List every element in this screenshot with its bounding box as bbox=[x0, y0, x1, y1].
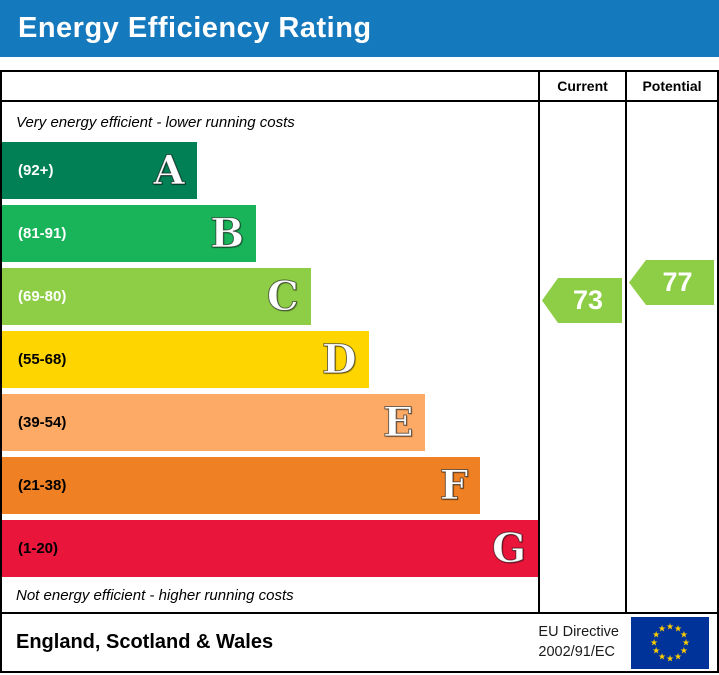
eu-star-icon: ★ bbox=[679, 629, 688, 639]
bottom-note: Not energy efficient - higher running co… bbox=[16, 587, 294, 604]
band-letter: A bbox=[153, 146, 185, 194]
eu-star-icon: ★ bbox=[681, 637, 691, 647]
band-range: (39-54) bbox=[18, 414, 67, 431]
band-c: (69-80) C bbox=[2, 268, 311, 325]
band-range: (69-80) bbox=[18, 288, 67, 305]
eu-star-icon: ★ bbox=[657, 623, 667, 634]
table-header: Current Potential bbox=[2, 72, 717, 102]
band-letter: D bbox=[321, 335, 357, 383]
eu-star-icon: ★ bbox=[665, 621, 675, 631]
band-range: (55-68) bbox=[18, 351, 67, 368]
band-b: (81-91) B bbox=[2, 205, 257, 262]
eu-star-icon: ★ bbox=[649, 637, 659, 647]
footer: England, Scotland & Wales EU Directive 2… bbox=[0, 614, 719, 673]
band-f: (21-38) F bbox=[2, 457, 481, 514]
current-arrow: 73 bbox=[542, 278, 622, 323]
band-letter: G bbox=[491, 524, 526, 572]
eu-flag-stars: ★ ★ ★ ★ ★ ★ ★ ★ ★ ★ ★ ★ bbox=[631, 617, 709, 669]
band-range: (81-91) bbox=[18, 225, 67, 242]
header-spacer bbox=[2, 72, 538, 100]
page-title: Energy Efficiency Rating bbox=[18, 12, 372, 44]
chart-body: Very energy efficient - lower running co… bbox=[2, 102, 717, 612]
eu-directive-line1: EU Directive bbox=[538, 623, 619, 640]
band-letter: B bbox=[210, 209, 245, 257]
bands-area: Very energy efficient - lower running co… bbox=[2, 102, 538, 612]
region-label: England, Scotland & Wales bbox=[16, 631, 274, 653]
eu-star-icon: ★ bbox=[665, 653, 675, 663]
column-header-current: Current bbox=[538, 72, 625, 100]
eu-star-icon: ★ bbox=[679, 645, 688, 655]
band-a: (92+) A bbox=[2, 142, 197, 199]
eu-directive: EU Directive 2002/91/EC bbox=[538, 623, 619, 662]
potential-arrow: 77 bbox=[629, 260, 714, 305]
band-range: (92+) bbox=[18, 162, 54, 179]
potential-column: 77 bbox=[625, 102, 717, 612]
band-letter: E bbox=[382, 398, 414, 446]
eu-star-icon: ★ bbox=[657, 650, 667, 661]
title-bar: Energy Efficiency Rating bbox=[0, 0, 719, 57]
eu-flag: ★ ★ ★ ★ ★ ★ ★ ★ ★ ★ ★ ★ bbox=[631, 616, 709, 669]
band-d: (55-68) D bbox=[2, 331, 369, 388]
eu-star-icon: ★ bbox=[673, 650, 683, 661]
band-letter: C bbox=[266, 272, 299, 320]
band-letter: F bbox=[439, 461, 469, 509]
top-note: Very energy efficient - lower running co… bbox=[16, 114, 295, 131]
current-column: 73 bbox=[538, 102, 625, 612]
column-header-potential: Potential bbox=[625, 72, 717, 100]
band-range: (1-20) bbox=[18, 540, 59, 557]
band-range: (21-38) bbox=[18, 477, 67, 494]
eu-star-icon: ★ bbox=[673, 623, 683, 634]
potential-value: 77 bbox=[662, 267, 693, 297]
eu-star-icon: ★ bbox=[652, 629, 661, 639]
band-e: (39-54) E bbox=[2, 394, 426, 451]
band-g: (1-20) G bbox=[2, 520, 538, 577]
eu-directive-line2: 2002/91/EC bbox=[538, 643, 616, 660]
eu-star-icon: ★ bbox=[652, 645, 661, 655]
epc-chart: Current Potential Very energy efficient … bbox=[0, 70, 719, 614]
current-value: 73 bbox=[572, 285, 604, 315]
